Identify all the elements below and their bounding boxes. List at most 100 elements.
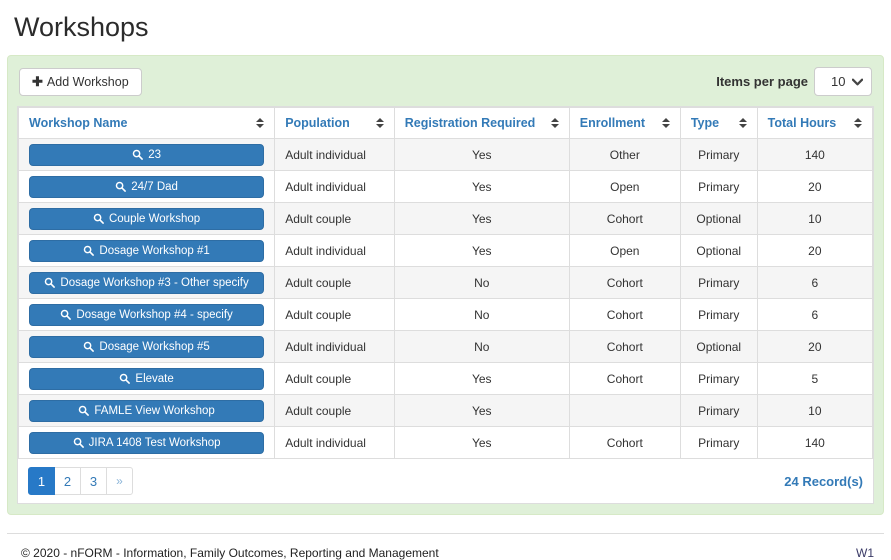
search-icon bbox=[61, 309, 72, 320]
copyright-text: © 2020 - nFORM - Information, Family Out… bbox=[21, 546, 439, 560]
column-label: Workshop Name bbox=[29, 116, 128, 130]
search-icon bbox=[93, 213, 104, 224]
population-cell: Adult couple bbox=[274, 202, 395, 235]
workshop-detail-button[interactable]: Dosage Workshop #1 bbox=[29, 239, 265, 262]
workshop-detail-button[interactable]: Elevate bbox=[29, 367, 265, 390]
add-workshop-button[interactable]: ✚ Add Workshop bbox=[19, 67, 142, 96]
footer-divider bbox=[7, 533, 884, 534]
population-cell: Adult individual bbox=[274, 170, 395, 203]
table-row: Dosage Workshop #4 - specify Adult coupl… bbox=[17, 298, 874, 331]
pager: 1 2 3 » bbox=[28, 467, 133, 495]
total-hours-cell: 10 bbox=[756, 394, 874, 427]
enrollment-cell: Cohort bbox=[568, 426, 681, 459]
column-header-registration-required[interactable]: Registration Required bbox=[393, 107, 570, 139]
workshop-name-label: Elevate bbox=[135, 372, 174, 385]
type-cell: Primary bbox=[679, 394, 758, 427]
items-per-page-select[interactable]: 10 bbox=[814, 67, 872, 96]
chevron-down-icon bbox=[852, 78, 863, 85]
page-button-3[interactable]: 3 bbox=[80, 467, 107, 495]
workshop-detail-button[interactable]: Dosage Workshop #5 bbox=[29, 335, 265, 358]
workshop-name-label: Dosage Workshop #1 bbox=[99, 244, 210, 257]
page-button-2[interactable]: 2 bbox=[54, 467, 81, 495]
workshops-table: Workshop Name Population bbox=[17, 107, 874, 459]
workshop-name-cell: Dosage Workshop #4 - specify bbox=[17, 298, 276, 331]
page-button-1[interactable]: 1 bbox=[28, 467, 55, 495]
toolbar: ✚ Add Workshop Items per page 10 bbox=[19, 67, 872, 96]
table-header-row: Workshop Name Population bbox=[17, 107, 874, 139]
workshop-detail-button[interactable]: 23 bbox=[29, 143, 265, 166]
environment-tag: W1 bbox=[856, 546, 874, 560]
column-label: Registration Required bbox=[404, 116, 536, 130]
column-header-enrollment[interactable]: Enrollment bbox=[568, 107, 681, 139]
population-cell: Adult couple bbox=[274, 394, 395, 427]
type-cell: Optional bbox=[679, 202, 758, 235]
workshop-name-label: JIRA 1408 Test Workshop bbox=[88, 436, 221, 449]
column-header-workshop-name[interactable]: Workshop Name bbox=[17, 107, 276, 139]
workshop-detail-button[interactable]: Couple Workshop bbox=[29, 207, 265, 230]
total-hours-cell: 20 bbox=[756, 234, 874, 267]
workshop-detail-button[interactable]: Dosage Workshop #4 - specify bbox=[29, 303, 265, 326]
type-cell: Primary bbox=[679, 266, 758, 299]
population-cell: Adult couple bbox=[274, 266, 395, 299]
population-cell: Adult couple bbox=[274, 298, 395, 331]
registration-required-cell: No bbox=[393, 266, 570, 299]
workshop-detail-button[interactable]: 24/7 Dad bbox=[29, 175, 265, 198]
search-icon bbox=[120, 373, 131, 384]
enrollment-cell: Other bbox=[568, 138, 681, 171]
table-row: 24/7 Dad Adult individual Yes Open Prima… bbox=[17, 170, 874, 203]
workshop-name-cell: 23 bbox=[17, 138, 276, 171]
sort-icon[interactable] bbox=[375, 118, 384, 128]
total-hours-cell: 5 bbox=[756, 362, 874, 395]
workshop-detail-button[interactable]: Dosage Workshop #3 - Other specify bbox=[29, 271, 265, 294]
workshops-panel: ✚ Add Workshop Items per page 10 bbox=[7, 55, 884, 515]
population-cell: Adult individual bbox=[274, 426, 395, 459]
registration-required-cell: Yes bbox=[393, 234, 570, 267]
total-hours-cell: 10 bbox=[756, 202, 874, 235]
workshop-name-cell: JIRA 1408 Test Workshop bbox=[17, 426, 276, 459]
population-cell: Adult individual bbox=[274, 138, 395, 171]
enrollment-cell: Cohort bbox=[568, 298, 681, 331]
column-header-total-hours[interactable]: Total Hours bbox=[756, 107, 874, 139]
workshop-name-label: Dosage Workshop #5 bbox=[99, 340, 210, 353]
workshop-name-label: 23 bbox=[148, 148, 161, 161]
sort-icon[interactable] bbox=[550, 118, 559, 128]
sort-icon[interactable] bbox=[661, 118, 670, 128]
workshop-name-cell: Couple Workshop bbox=[17, 202, 276, 235]
sort-icon[interactable] bbox=[256, 118, 265, 128]
column-header-type[interactable]: Type bbox=[679, 107, 758, 139]
total-hours-cell: 6 bbox=[756, 298, 874, 331]
sort-icon[interactable] bbox=[854, 118, 862, 128]
next-page-button[interactable]: » bbox=[106, 467, 133, 495]
column-header-population[interactable]: Population bbox=[274, 107, 395, 139]
table-row: Dosage Workshop #5 Adult individual No C… bbox=[17, 330, 874, 363]
registration-required-cell: Yes bbox=[393, 426, 570, 459]
type-cell: Optional bbox=[679, 330, 758, 363]
search-icon bbox=[115, 181, 127, 192]
search-icon bbox=[84, 245, 95, 256]
column-label: Population bbox=[285, 116, 350, 130]
enrollment-cell: Cohort bbox=[568, 202, 681, 235]
workshop-detail-button[interactable]: FAMLE View Workshop bbox=[29, 399, 265, 422]
column-label: Enrollment bbox=[579, 116, 646, 130]
workshop-name-cell: 24/7 Dad bbox=[17, 170, 276, 203]
workshop-name-label: 24/7 Dad bbox=[131, 180, 178, 193]
table-row: Elevate Adult couple Yes Cohort Primary … bbox=[17, 362, 874, 395]
table-row: Dosage Workshop #1 Adult individual Yes … bbox=[17, 234, 874, 267]
registration-required-cell: No bbox=[393, 298, 570, 331]
search-icon bbox=[84, 341, 95, 352]
workshop-name-label: Couple Workshop bbox=[108, 212, 201, 225]
workshop-name-label: FAMLE View Workshop bbox=[94, 404, 215, 417]
sort-icon[interactable] bbox=[738, 118, 747, 128]
workshop-detail-button[interactable]: JIRA 1408 Test Workshop bbox=[29, 431, 265, 454]
workshop-name-cell: Elevate bbox=[17, 362, 276, 395]
total-hours-cell: 6 bbox=[756, 266, 874, 299]
column-label: Type bbox=[690, 116, 720, 130]
items-per-page-value: 10 bbox=[831, 74, 846, 89]
workshop-name-cell: Dosage Workshop #1 bbox=[17, 234, 276, 267]
type-cell: Primary bbox=[679, 426, 758, 459]
type-cell: Primary bbox=[679, 138, 758, 171]
workshop-name-label: Dosage Workshop #3 - Other specify bbox=[60, 276, 249, 289]
items-per-page: Items per page 10 bbox=[716, 67, 872, 96]
items-per-page-label: Items per page bbox=[716, 74, 808, 89]
